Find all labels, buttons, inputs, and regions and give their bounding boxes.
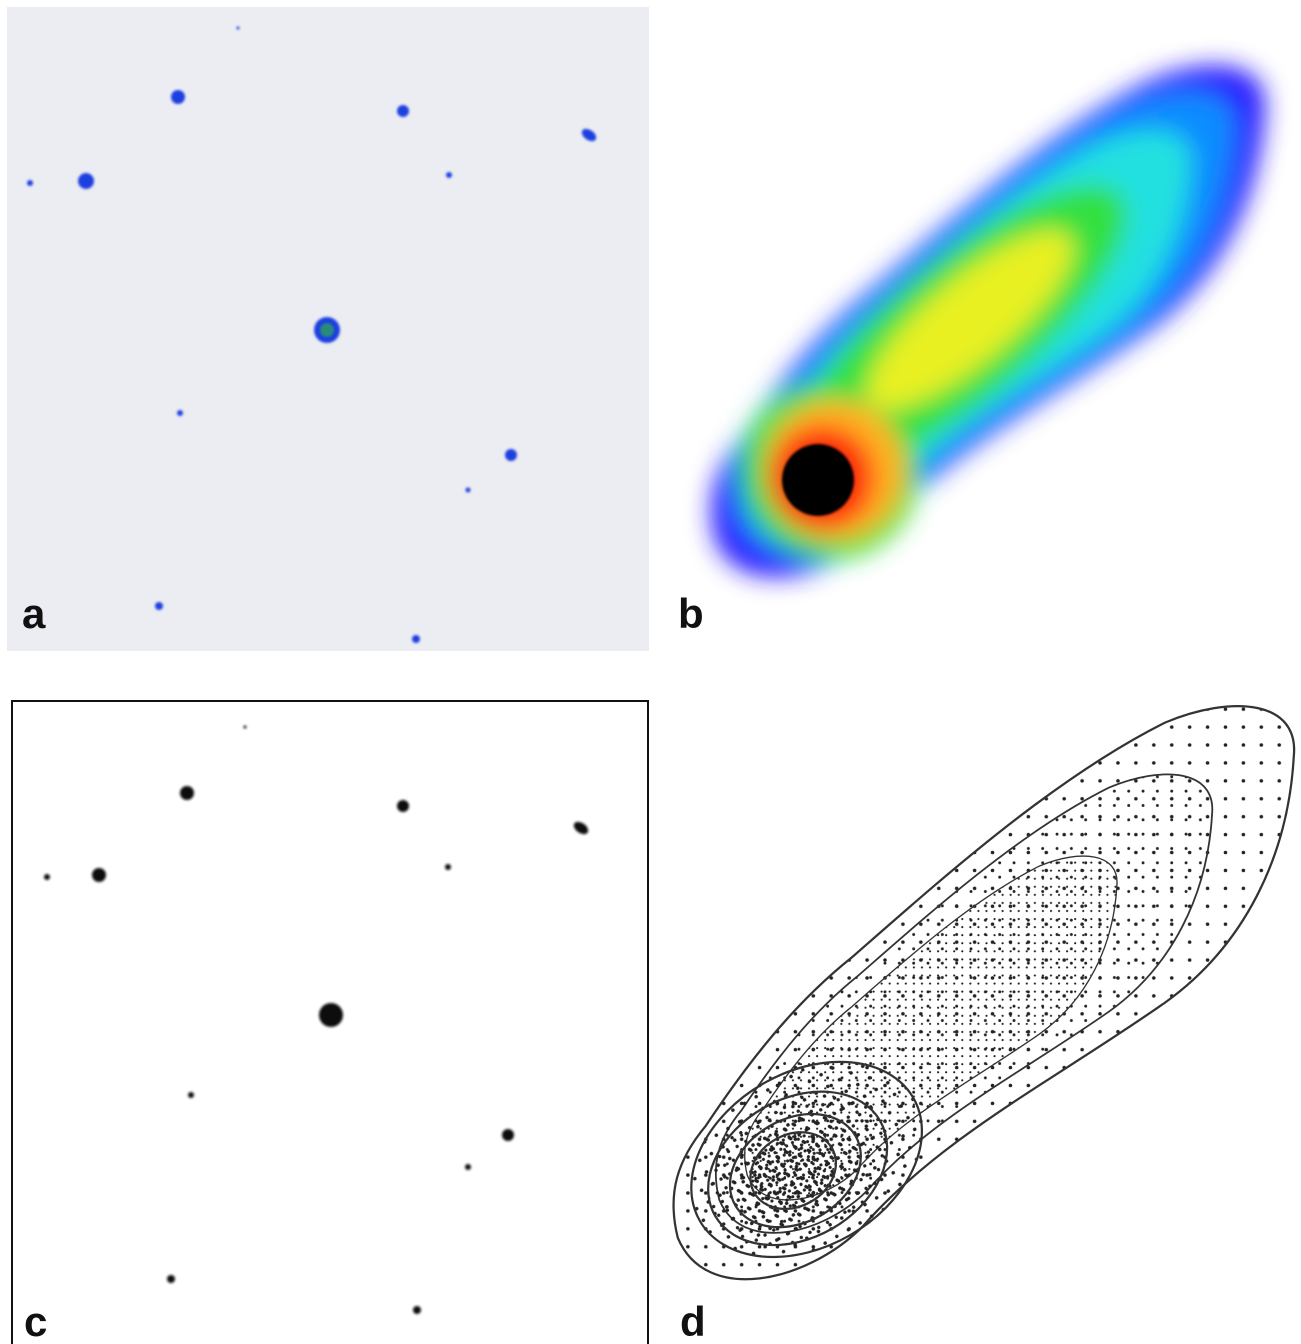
panel-b: b xyxy=(678,65,1266,637)
panel-label: d xyxy=(680,1298,706,1344)
panel-label: c xyxy=(24,1298,47,1344)
stars xyxy=(44,725,589,1314)
heatmap-core xyxy=(782,444,854,516)
panel-d: d xyxy=(672,705,1296,1344)
star-core xyxy=(320,323,334,337)
panel-label: a xyxy=(22,590,46,637)
panel-label: b xyxy=(678,590,704,637)
panel-c: c xyxy=(11,700,649,1344)
contours xyxy=(672,705,1296,1281)
panel-a: a xyxy=(7,7,649,651)
